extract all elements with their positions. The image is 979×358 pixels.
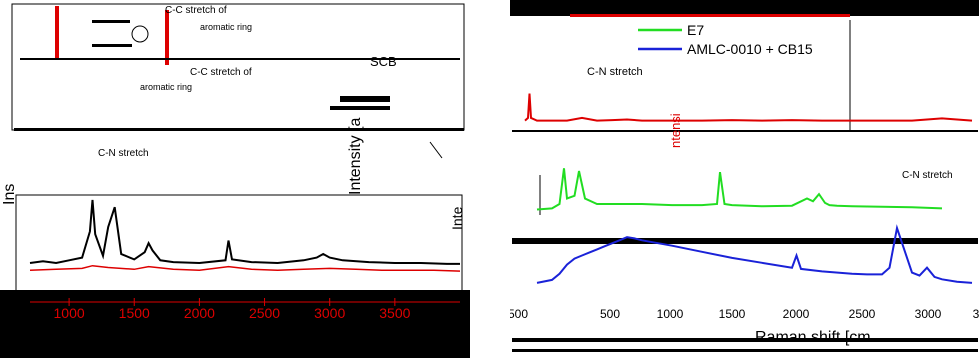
right-xtick-label: 500 xyxy=(600,307,620,321)
left-ylabel-fragment: Ins xyxy=(1,184,18,205)
left-molecule-ring xyxy=(131,25,149,43)
left-annotation: aromatic ring xyxy=(200,22,252,32)
left-series-1 xyxy=(29,264,461,272)
left-annotation: SCB xyxy=(370,54,397,69)
right-top-red xyxy=(570,14,850,17)
left-annotation: aromatic ring xyxy=(140,82,192,92)
left-xtick-label: 3000 xyxy=(314,305,345,321)
right-series-1 xyxy=(536,168,943,211)
left-chart-svg: C-C stretch of aromatic ring SCB C-C stretc… xyxy=(0,3,470,358)
right-divider xyxy=(512,130,978,132)
left-marker-red-bar xyxy=(165,10,169,65)
left-annotation: C-N stretch xyxy=(98,148,149,159)
right-chart-panel: E7 AMLC-0010 + CB15 C-N stretch C-N stretc… xyxy=(510,0,979,358)
left-series-group xyxy=(29,199,461,272)
right-annotations: C-N stretch C-N stretch xyxy=(587,66,953,181)
right-xtick-label: 2500 xyxy=(849,307,876,321)
left-molecule-bond xyxy=(92,44,132,47)
right-bottom-band xyxy=(512,338,978,342)
right-ylabel: ntensi xyxy=(668,113,683,148)
left-annotations: C-C stretch of aromatic ring SCB C-C stretc… xyxy=(98,5,397,159)
right-xtick-label: 1500 xyxy=(719,307,746,321)
right-bottom-band xyxy=(512,349,978,352)
right-top-band xyxy=(510,0,979,16)
left-arrow xyxy=(429,141,443,159)
left-axes xyxy=(0,194,470,358)
left-annotation: C-C stretch of xyxy=(190,67,252,78)
left-molecule-bond xyxy=(92,20,130,23)
right-xtick-label: 3 xyxy=(973,307,979,321)
right-annotation: C-N stretch xyxy=(902,170,953,181)
left-ticks-group: 1000 1500 2000 2500 3000 3500 xyxy=(54,298,411,321)
left-xtick-label: 1500 xyxy=(119,305,150,321)
right-xtick-label: 500 xyxy=(510,307,528,321)
left-structure-block xyxy=(330,106,390,110)
right-xtick-label: 1000 xyxy=(657,307,684,321)
left-ylabel-right-fragment: Inte xyxy=(449,206,465,230)
right-ticks-group: 500 500 1000 1500 2000 2500 3000 3 xyxy=(510,307,979,321)
left-structure-block xyxy=(340,96,390,102)
left-inset-structure xyxy=(11,3,465,159)
left-xtick-label: 1000 xyxy=(54,305,85,321)
legend: E7 AMLC-0010 + CB15 xyxy=(638,22,813,57)
right-series-0 xyxy=(524,93,973,122)
left-ylabel: Intensity [a xyxy=(347,118,364,195)
left-divider xyxy=(14,128,464,131)
left-xtick-label: 2500 xyxy=(249,305,280,321)
right-xtick-label: 3000 xyxy=(915,307,942,321)
right-frame xyxy=(510,0,979,352)
left-series-0 xyxy=(29,199,460,265)
right-xtick-label: 2000 xyxy=(783,307,810,321)
left-marker-red-bar xyxy=(55,6,59,58)
left-axis-band xyxy=(0,290,470,358)
right-annotation: C-N stretch xyxy=(587,66,643,78)
left-plot-area xyxy=(15,194,463,293)
right-series-group xyxy=(524,93,973,284)
left-xtick-label: 2000 xyxy=(184,305,215,321)
left-xtick-label: 3500 xyxy=(379,305,410,321)
right-series-2 xyxy=(536,224,973,284)
right-divider xyxy=(512,238,978,244)
left-annotation: C-C stretch of xyxy=(165,5,227,16)
right-xlabel: Raman shift [cm xyxy=(755,329,871,346)
left-divider xyxy=(20,58,460,60)
legend-label: E7 xyxy=(687,22,704,38)
legend-label: AMLC-0010 + CB15 xyxy=(687,41,813,57)
left-chart-panel: C-C stretch of aromatic ring SCB C-C stretc… xyxy=(0,0,470,358)
